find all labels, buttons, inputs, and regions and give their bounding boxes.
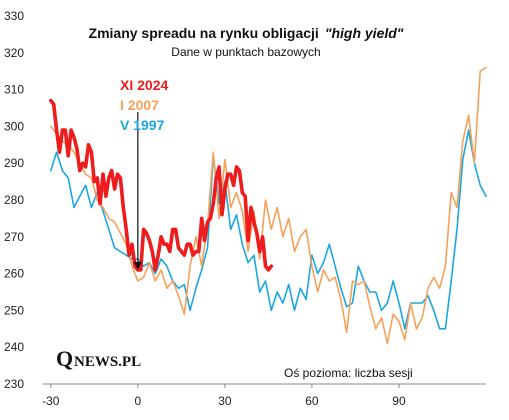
y-tick-label: 240: [4, 340, 24, 354]
y-tick-label: 290: [4, 156, 24, 170]
series-line-1: [49, 66, 487, 345]
y-tick-label: 320: [4, 46, 24, 60]
y-tick-label: 300: [4, 119, 24, 133]
y-tick-label: 250: [4, 303, 24, 317]
x-tick-label: 60: [305, 394, 319, 408]
chart-title-main: Zmiany spreadu na rynku obligacji: [89, 25, 319, 41]
series-line-0: [48, 98, 274, 272]
y-axis: 230 240 250 260 270 280 290 300 310 320 330: [4, 9, 24, 391]
chart-title: Zmiany spreadu na rynku obligacji "high y…: [89, 25, 404, 41]
series-layer: [48, 66, 487, 345]
logo-text: NEWS.PL: [74, 354, 141, 370]
y-tick-label: 310: [4, 83, 24, 97]
y-tick-label: 330: [4, 9, 24, 23]
legend: XI 2024 I 2007 V 1997: [120, 77, 168, 133]
x-tick-label: -30: [42, 394, 60, 408]
x-tick-label: 0: [134, 394, 141, 408]
x-tick-label: 90: [392, 394, 406, 408]
y-tick-label: 230: [4, 377, 24, 391]
logo-q: Q: [56, 346, 73, 371]
x-tick-label: 30: [218, 394, 232, 408]
legend-label-2: V 1997: [120, 117, 165, 133]
series-line-2: [49, 129, 487, 330]
marker-arrow: [133, 112, 142, 270]
chart-title-italic: "high yield": [325, 25, 404, 41]
y-tick-label: 270: [4, 230, 24, 244]
legend-label-0: XI 2024: [120, 77, 168, 93]
marker-arrow-head: [133, 261, 142, 270]
y-tick-label: 280: [4, 193, 24, 207]
chart-subtitle: Dane w punktach bazowych: [171, 45, 320, 59]
x-axis: -30 0 30 60 90: [42, 384, 406, 408]
legend-label-1: I 2007: [120, 97, 159, 113]
y-tick-label: 260: [4, 267, 24, 281]
axis-note: Oś pozioma: liczba sesji: [284, 366, 413, 380]
